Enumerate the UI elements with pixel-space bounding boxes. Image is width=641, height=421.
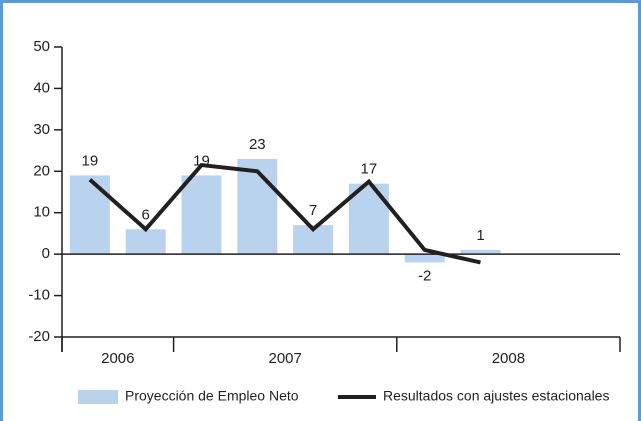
legend-label: Resultados con ajustes estacionales bbox=[383, 388, 609, 404]
y-tick-label: 30 bbox=[33, 121, 50, 138]
x-group-label: 2008 bbox=[492, 350, 525, 367]
y-tick-label: 10 bbox=[33, 204, 50, 221]
bar bbox=[460, 250, 501, 255]
x-group-label: 2007 bbox=[269, 350, 302, 367]
y-tick-label: -10 bbox=[28, 287, 50, 304]
y-tick-label: 40 bbox=[33, 79, 50, 96]
bar bbox=[237, 158, 278, 255]
data-label: 17 bbox=[361, 161, 378, 178]
bar bbox=[125, 229, 166, 255]
y-tick-label: -20 bbox=[28, 328, 50, 345]
bar bbox=[181, 175, 222, 255]
legend-label: Proyección de Empleo Neto bbox=[125, 388, 299, 404]
y-tick-label: 20 bbox=[33, 162, 50, 179]
data-label: -2 bbox=[418, 267, 431, 284]
y-tick-label: 50 bbox=[33, 38, 50, 55]
data-label: 1 bbox=[476, 227, 484, 244]
legend-swatch bbox=[78, 390, 118, 404]
data-label: 7 bbox=[309, 202, 317, 219]
line bbox=[88, 162, 481, 265]
bar bbox=[404, 254, 445, 263]
x-group-label: 2006 bbox=[101, 350, 134, 367]
y-tick-label: 0 bbox=[42, 245, 50, 262]
bar bbox=[69, 175, 110, 255]
data-label: 19 bbox=[82, 152, 99, 169]
data-label: 6 bbox=[142, 206, 150, 223]
data-label: 23 bbox=[249, 136, 266, 153]
